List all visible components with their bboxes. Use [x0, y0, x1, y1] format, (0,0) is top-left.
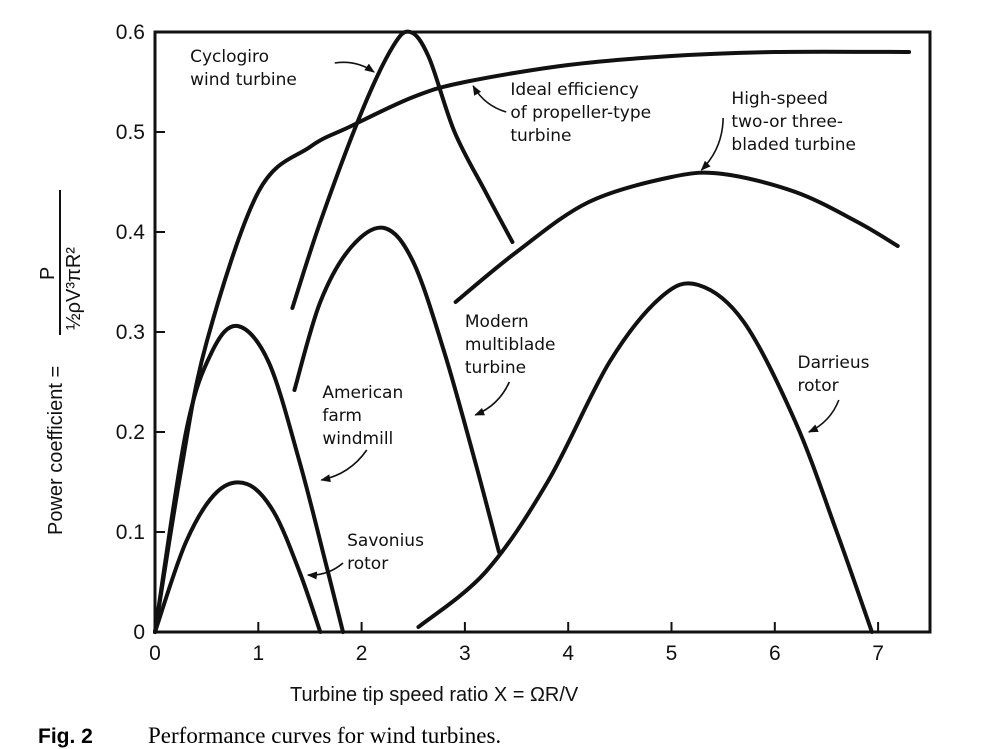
y-axis-formula-denominator: ½ρV³πR² — [63, 247, 85, 330]
annotation-label: two-or three- — [731, 112, 843, 132]
x-axis-label: Turbine tip speed ratio Χ = ΩR/V — [290, 684, 579, 706]
y-tick-label: 0 — [133, 621, 145, 644]
series-line-savonius-rotor — [153, 480, 323, 634]
annotation: Savonius rotor — [306, 531, 424, 580]
annotation: Cyclogiro wind turbine — [190, 47, 375, 90]
annotation-label: Cyclogiro — [190, 47, 269, 67]
annotation-label: turbine — [510, 126, 571, 146]
series-line-darrieus-rotor — [416, 281, 874, 634]
annotation-label: rotor — [798, 376, 839, 396]
annotation-arrow — [807, 399, 840, 433]
caption-text: Performance curves for wind turbines. — [148, 723, 501, 748]
annotation-label: Modern — [465, 312, 529, 332]
y-axis-label: Power coefficient = P ½ρV³πR² — [37, 190, 85, 535]
y-axis-formula-numerator: P — [37, 267, 59, 280]
annotation: Darrieus rotor — [798, 353, 870, 433]
x-tick-label: 5 — [666, 642, 678, 665]
annotation-arrow — [472, 85, 507, 113]
y-tick-label: 0.1 — [116, 521, 145, 544]
y-tick-label: 0.3 — [116, 321, 145, 344]
y-axis-label-text: Power coefficient = — [45, 366, 67, 535]
annotation-arrow — [474, 381, 511, 416]
annotation-arrow — [334, 61, 375, 73]
x-tick-label: 7 — [872, 642, 884, 665]
annotation-label: farm — [322, 406, 362, 426]
caption-label: Fig. 2 — [38, 725, 93, 748]
y-tick-label: 0.2 — [116, 421, 145, 444]
annotation-arrow — [306, 562, 344, 580]
annotation-label: multiblade — [465, 335, 556, 355]
annotation: Ideal efficiency of propeller-type turbine — [472, 80, 651, 146]
series-line-american-farm-windmill — [153, 323, 346, 634]
annotation-label: High-speed — [731, 89, 828, 109]
y-tick-label: 0.4 — [116, 221, 146, 244]
annotation-label: Darrieus — [798, 353, 870, 373]
annotation-label: rotor — [347, 554, 388, 574]
annotation-label: Ideal efficiency — [510, 80, 638, 100]
annotation-label: American — [322, 383, 403, 403]
annotation-label: wind turbine — [190, 70, 297, 90]
y-tick-label: 0.6 — [116, 21, 145, 44]
x-tick-label: 4 — [562, 642, 574, 665]
series-line-modern-multiblade-turbine — [292, 225, 501, 554]
annotation: High-speed two-or three-bladed turbine — [700, 89, 856, 171]
series-line-high-speed-two-or-three-bladed-turbine — [453, 170, 900, 304]
annotation-label: bladed turbine — [731, 135, 856, 155]
annotation: American farm windmill — [320, 383, 403, 483]
x-tick-label: 1 — [252, 642, 264, 665]
y-tick-label: 0.5 — [116, 121, 145, 144]
annotation-label: turbine — [465, 358, 526, 378]
annotation-arrow — [320, 449, 368, 483]
annotation-label: Savonius — [347, 531, 424, 551]
annotation-label: windmill — [322, 429, 393, 449]
x-tick-label: 2 — [356, 642, 368, 665]
x-tick-label: 3 — [459, 642, 471, 665]
annotation-label: of propeller-type — [510, 103, 651, 123]
series-line-cyclogiro-wind-turbine — [290, 29, 515, 310]
x-tick-label: 6 — [769, 642, 781, 665]
annotation-arrow — [700, 117, 724, 171]
x-tick-label: 0 — [149, 642, 161, 665]
annotation: Modern multiblade turbine — [465, 312, 556, 416]
